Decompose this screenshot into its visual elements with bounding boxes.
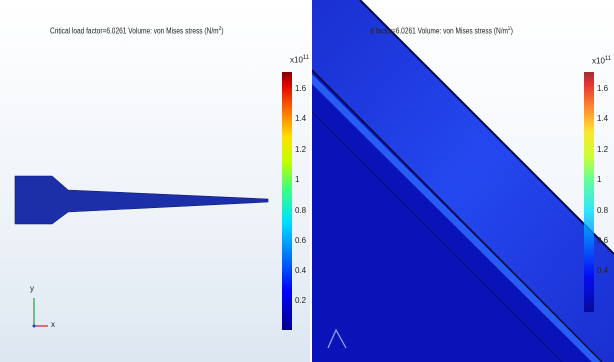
left-colorbar-tick: 1.4 bbox=[295, 114, 307, 123]
right-colorbar-tick: 0.8 bbox=[597, 206, 609, 215]
left-colorbar-tick: 0.4 bbox=[295, 266, 307, 275]
right-plot-title: d factor=6.0261 Volume: von Mises stress… bbox=[370, 26, 513, 36]
left-plot-title: Critical load factor=6.0261 Volume: von … bbox=[50, 26, 224, 36]
left-colorbar-exponent: x1011 bbox=[290, 55, 310, 65]
right-colorbar-tick: 1.6 bbox=[597, 84, 609, 93]
left-colorbar-tick: 1.2 bbox=[295, 145, 307, 154]
right-colorbar-tick: 1 bbox=[597, 175, 602, 184]
axis-y-label: y bbox=[30, 284, 34, 293]
left-colorbar-tick: 1.6 bbox=[295, 84, 307, 93]
right-plot-panel[interactable]: d factor=6.0261 Volume: von Mises stress… bbox=[312, 0, 614, 362]
beam-structure bbox=[14, 175, 269, 225]
left-colorbar-tick: 0.8 bbox=[295, 206, 307, 215]
axis-x-label: x bbox=[51, 320, 55, 329]
left-colorbar-tick: 0.6 bbox=[295, 236, 307, 245]
left-plot-panel[interactable]: Critical load factor=6.0261 Volume: von … bbox=[0, 0, 310, 362]
left-colorbar-tick: 1 bbox=[295, 175, 300, 184]
shell-band-diagonal bbox=[312, 0, 614, 362]
right-colorbar-exponent: x1011 bbox=[592, 56, 612, 66]
right-colorbar bbox=[584, 72, 594, 312]
right-colorbar-tick: 0.4 bbox=[597, 266, 609, 275]
right-colorbar-tick: 1.2 bbox=[597, 145, 609, 154]
left-plot-canvas bbox=[14, 72, 292, 330]
right-plot-canvas bbox=[312, 0, 614, 362]
left-colorbar-tick: 0.2 bbox=[295, 296, 307, 305]
right-colorbar-tick: 1.4 bbox=[597, 114, 609, 123]
left-colorbar bbox=[282, 72, 292, 330]
right-colorbar-tick: 0.6 bbox=[597, 236, 609, 245]
